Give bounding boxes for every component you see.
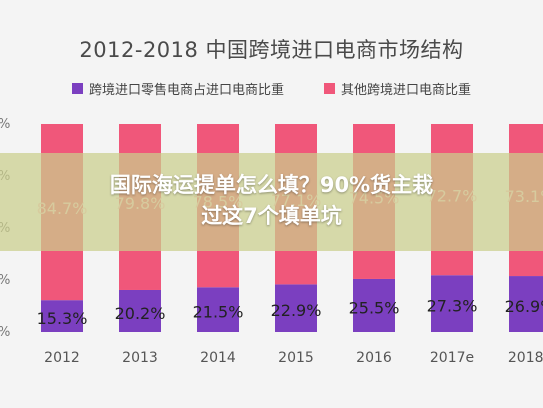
label-retail-2013: 20.2% (115, 304, 166, 323)
x-tick-2014: 2014 (200, 350, 236, 366)
legend-item-other: 其他跨境进口电商比重 (324, 79, 471, 98)
headline-line-1: 国际海运提单怎么填？90%货主栽 (109, 173, 434, 197)
label-retail-2012: 15.3% (37, 309, 88, 328)
legend-item-retail: 跨境进口零售电商占进口电商比重 (71, 79, 284, 98)
x-tick-2015: 2015 (278, 350, 314, 366)
legend: 跨境进口零售电商占进口电商比重 其他跨境进口电商比重 (0, 79, 543, 98)
bar-retail-2015 (275, 284, 317, 332)
bar-retail-2018e (509, 276, 543, 332)
headline-banner (0, 153, 543, 251)
bar-retail-2013 (119, 289, 161, 332)
legend-swatch-other (324, 83, 335, 94)
y-tick-1: % (0, 273, 10, 288)
bar-retail-2014 (197, 287, 239, 332)
headline-line-2: 过这7个填单坑 (201, 204, 342, 228)
bar-retail-2016 (353, 278, 395, 332)
bar-retail-2012 (41, 300, 83, 332)
x-tick-2018e: 2018e (508, 350, 543, 366)
label-retail-2017e: 27.3% (427, 297, 478, 316)
x-tick-2017e: 2017e (430, 350, 474, 366)
x-tick-2016: 2016 (356, 350, 392, 366)
legend-label-other: 其他跨境进口电商比重 (341, 83, 472, 98)
legend-label-retail: 跨境进口零售电商占进口电商比重 (88, 83, 284, 98)
legend-swatch-retail (71, 83, 83, 94)
y-tick-0: % (0, 325, 10, 340)
chart-title: 2012-2018 中国跨境进口电商市场结构 (79, 38, 464, 62)
label-retail-2014: 21.5% (193, 303, 244, 322)
bar-retail-2017e (431, 275, 473, 332)
y-tick-4: % (0, 117, 10, 132)
x-tick-2012: 2012 (44, 350, 80, 366)
label-retail-2016: 25.5% (349, 298, 400, 317)
x-tick-2013: 2013 (122, 350, 158, 366)
label-retail-2015: 22.9% (271, 301, 322, 320)
headline-text: 国际海运提单怎么填？90%货主栽 过这7个填单坑 (0, 170, 543, 232)
label-retail-2018e: 26.9% (505, 297, 543, 316)
